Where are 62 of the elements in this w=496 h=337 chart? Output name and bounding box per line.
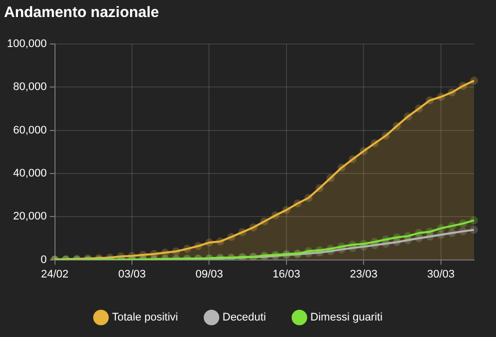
point: [470, 216, 478, 224]
point: [205, 238, 214, 247]
legend-label: Dimessi guariti: [310, 312, 383, 324]
x-tick-label: 23/03: [350, 268, 378, 280]
point: [404, 112, 412, 121]
point: [360, 147, 368, 156]
point: [414, 229, 423, 238]
point: [238, 228, 246, 236]
x-tick-label: 09/03: [195, 268, 223, 280]
point: [348, 240, 357, 249]
point: [426, 96, 434, 104]
point: [458, 220, 467, 228]
point: [470, 76, 478, 85]
point: [458, 227, 467, 236]
point: [271, 211, 280, 220]
point: [458, 82, 467, 90]
point: [404, 232, 412, 240]
y-tick-label: 0: [40, 254, 47, 266]
y-tick-label: 80,000: [13, 81, 47, 94]
point: [304, 194, 313, 202]
point: [316, 184, 324, 192]
point: [360, 240, 368, 248]
chart-title: Andamento nazionale: [4, 4, 160, 22]
point: [326, 244, 335, 253]
point: [392, 233, 401, 242]
point: [282, 206, 290, 214]
point: [370, 139, 379, 148]
point: [382, 132, 390, 140]
point: [249, 223, 258, 232]
x-tick-label: 24/02: [40, 268, 69, 280]
x-tick-label: 16/03: [272, 268, 300, 280]
point: [414, 104, 423, 113]
point: [448, 229, 456, 238]
point: [436, 224, 445, 232]
point: [392, 122, 401, 130]
legend-label: Deceduti: [222, 312, 266, 324]
point: [436, 92, 445, 101]
y-tick-label: 40,000: [13, 168, 47, 180]
point: [338, 242, 346, 251]
point: [436, 230, 445, 239]
point: [348, 155, 357, 164]
x-tick-label: 03/03: [118, 268, 146, 280]
point: [293, 199, 302, 208]
point: [382, 236, 390, 244]
y-tick-label: 60,000: [13, 124, 47, 136]
legend-label: Totale positivi: [112, 312, 178, 324]
point: [370, 238, 379, 246]
x-tick-label: 30/03: [427, 268, 455, 280]
point: [470, 226, 478, 234]
point: [183, 244, 192, 253]
point: [260, 217, 268, 226]
point: [194, 242, 202, 250]
point: [172, 247, 180, 256]
point: [326, 174, 335, 182]
point: [448, 88, 456, 96]
point: [448, 222, 456, 230]
y-tick-label: 20,000: [13, 210, 47, 223]
point: [227, 232, 236, 241]
y-tick-label: 100,000: [6, 38, 47, 50]
point: [216, 237, 224, 246]
point: [338, 164, 346, 172]
point: [426, 228, 434, 236]
